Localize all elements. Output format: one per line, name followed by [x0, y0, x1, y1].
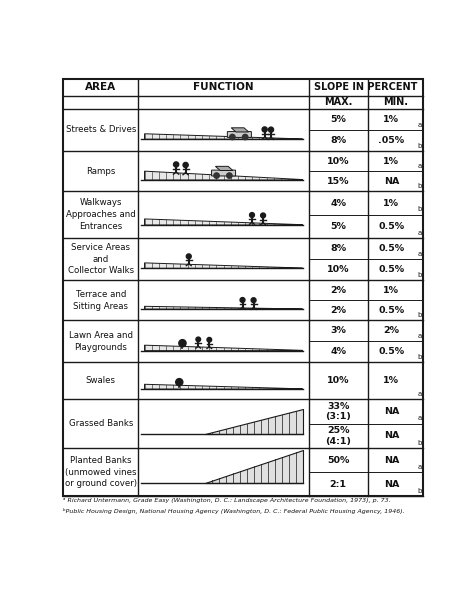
- Circle shape: [214, 173, 219, 178]
- Text: 1%: 1%: [383, 198, 399, 207]
- Text: 50%: 50%: [327, 456, 349, 465]
- Text: 10%: 10%: [327, 157, 349, 166]
- Polygon shape: [145, 307, 302, 309]
- Circle shape: [251, 298, 256, 302]
- Text: 4%: 4%: [330, 347, 346, 356]
- Text: Lawn Area and
Playgrounds: Lawn Area and Playgrounds: [69, 331, 133, 352]
- Circle shape: [179, 340, 186, 347]
- Text: a: a: [418, 415, 422, 421]
- Text: ᵃ Richard Untermann, Grade Easy (Washington, D. C.: Landscape Architecture Found: ᵃ Richard Untermann, Grade Easy (Washing…: [63, 498, 391, 503]
- Polygon shape: [145, 171, 302, 180]
- Polygon shape: [145, 219, 302, 225]
- Text: 10%: 10%: [327, 265, 349, 274]
- Text: Grassed Banks: Grassed Banks: [69, 419, 133, 428]
- Text: 2:1: 2:1: [330, 480, 347, 489]
- Polygon shape: [145, 134, 302, 139]
- Text: b: b: [418, 183, 422, 189]
- Text: NA: NA: [383, 407, 399, 416]
- Text: 0.5%: 0.5%: [378, 347, 404, 356]
- Text: 8%: 8%: [330, 244, 346, 253]
- Circle shape: [173, 162, 179, 167]
- Polygon shape: [205, 409, 302, 434]
- Circle shape: [227, 173, 232, 178]
- Text: b: b: [418, 206, 422, 213]
- Text: Swales: Swales: [86, 377, 116, 386]
- Text: 0.5%: 0.5%: [378, 306, 404, 315]
- Text: a: a: [418, 163, 422, 169]
- Text: a: a: [418, 333, 422, 339]
- Polygon shape: [145, 384, 302, 389]
- Circle shape: [243, 134, 248, 140]
- Text: MIN.: MIN.: [383, 97, 408, 108]
- FancyBboxPatch shape: [228, 132, 251, 137]
- Text: 10%: 10%: [327, 377, 349, 386]
- Polygon shape: [215, 166, 233, 170]
- Circle shape: [268, 127, 273, 132]
- Text: SLOPE IN PERCENT: SLOPE IN PERCENT: [314, 83, 418, 93]
- Text: 15%: 15%: [327, 177, 349, 186]
- Polygon shape: [205, 450, 302, 483]
- Circle shape: [207, 337, 211, 342]
- Text: Streets & Drives: Streets & Drives: [65, 125, 136, 134]
- Circle shape: [196, 337, 201, 342]
- Text: b: b: [418, 312, 422, 318]
- Text: ᵇPublic Housing Design, National Housing Agency (Washington, D. C.: Federal Publ: ᵇPublic Housing Design, National Housing…: [63, 508, 405, 514]
- Circle shape: [230, 134, 235, 140]
- Polygon shape: [145, 263, 302, 268]
- Text: Service Areas
and
Collector Walks: Service Areas and Collector Walks: [68, 243, 134, 276]
- Text: 2%: 2%: [330, 286, 346, 295]
- Circle shape: [176, 378, 183, 386]
- Text: 33%
(3:1): 33% (3:1): [325, 402, 351, 421]
- Text: MAX.: MAX.: [324, 97, 353, 108]
- Text: 5%: 5%: [330, 115, 346, 124]
- Text: 1%: 1%: [383, 377, 399, 386]
- Polygon shape: [145, 345, 302, 350]
- Text: a: a: [418, 464, 422, 470]
- Circle shape: [250, 213, 255, 217]
- Text: b: b: [418, 354, 422, 360]
- Text: b: b: [418, 488, 422, 494]
- Polygon shape: [231, 128, 249, 132]
- Text: 4%: 4%: [330, 198, 346, 207]
- Text: .05%: .05%: [378, 136, 404, 145]
- Text: 2%: 2%: [383, 327, 399, 336]
- Text: 1%: 1%: [383, 115, 399, 124]
- Text: NA: NA: [383, 177, 399, 186]
- Text: 1%: 1%: [383, 157, 399, 166]
- Text: 0.5%: 0.5%: [378, 222, 404, 231]
- Circle shape: [186, 254, 191, 259]
- Text: b: b: [418, 143, 422, 148]
- Text: 2%: 2%: [330, 306, 346, 315]
- Text: Planted Banks
(unmowed vines
or ground cover): Planted Banks (unmowed vines or ground c…: [65, 456, 137, 488]
- Text: b: b: [418, 272, 422, 278]
- Text: 0.5%: 0.5%: [378, 244, 404, 253]
- FancyBboxPatch shape: [211, 170, 236, 176]
- Circle shape: [262, 127, 267, 132]
- Text: 5%: 5%: [330, 222, 346, 231]
- Text: NA: NA: [383, 431, 399, 440]
- Text: Terrace and
Sitting Areas: Terrace and Sitting Areas: [73, 290, 128, 311]
- Text: NA: NA: [383, 480, 399, 489]
- Text: 8%: 8%: [330, 136, 346, 145]
- Text: a: a: [418, 122, 422, 128]
- Text: FUNCTION: FUNCTION: [193, 83, 254, 93]
- Text: Walkways
Approaches and
Entrances: Walkways Approaches and Entrances: [66, 198, 136, 231]
- Text: 0.5%: 0.5%: [378, 265, 404, 274]
- Circle shape: [240, 298, 245, 302]
- Text: NA: NA: [383, 456, 399, 465]
- Circle shape: [183, 162, 188, 168]
- Text: AREA: AREA: [85, 83, 116, 93]
- Circle shape: [261, 213, 265, 218]
- Text: a: a: [418, 251, 422, 257]
- Text: Ramps: Ramps: [86, 167, 115, 176]
- Text: b: b: [418, 440, 422, 446]
- Text: 25%
(4:1): 25% (4:1): [325, 426, 351, 446]
- Text: 1%: 1%: [383, 286, 399, 295]
- Text: a: a: [418, 230, 422, 236]
- Text: 3%: 3%: [330, 327, 346, 336]
- Text: a: a: [418, 391, 422, 397]
